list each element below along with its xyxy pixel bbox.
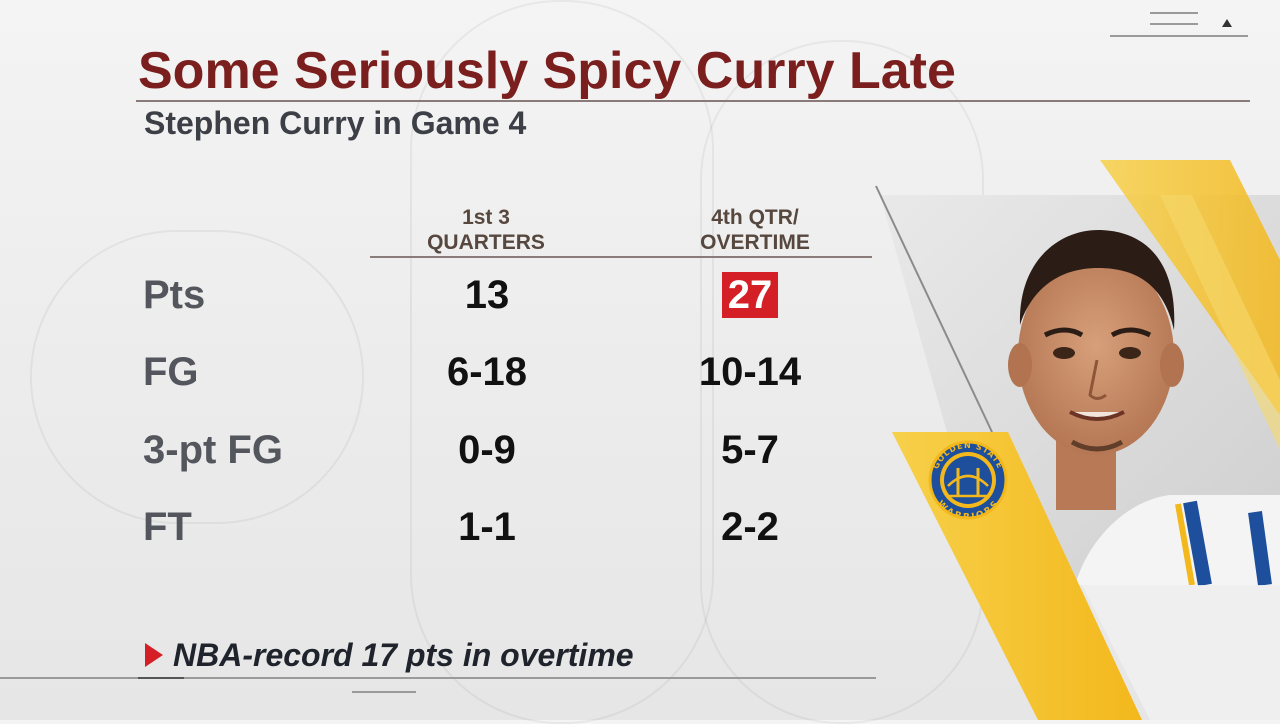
- triangle-up-icon: [1222, 19, 1232, 27]
- column-header-fourth-quarter-overtime: 4th QTR/ OVERTIME: [655, 205, 855, 255]
- stat-row-three-point-field-goals: 3-pt FG 0-9 5-7: [0, 425, 900, 475]
- top-right-rule: [1110, 35, 1248, 37]
- row-label: FT: [143, 505, 192, 549]
- first-three-quarters-value: 0-9: [458, 428, 516, 472]
- stat-row-field-goals: FG 6-18 10-14: [0, 347, 900, 397]
- player-eye-right: [1119, 347, 1141, 359]
- player-ear-left: [1008, 343, 1032, 387]
- column-header-line: 4th QTR/: [711, 206, 799, 229]
- column-header-line: 1st 3: [462, 206, 510, 229]
- player-face: [1018, 255, 1174, 455]
- jersey-trim-right: [1248, 511, 1272, 586]
- column-header-line: OVERTIME: [700, 231, 810, 254]
- page-subtitle: Stephen Curry in Game 4: [144, 105, 527, 141]
- late-value: 10-14: [698, 350, 802, 394]
- late-value: 5-7: [721, 428, 779, 472]
- stat-row-free-throws: FT 1-1 2-2: [0, 502, 900, 552]
- player-eyebrow-right: [1110, 327, 1152, 338]
- jersey-trim: [1183, 500, 1212, 587]
- panel-white-wedge: [1082, 585, 1280, 720]
- footnote-text: NBA-record 17 pts in overtime: [173, 637, 634, 673]
- player-eyebrow-left: [1043, 327, 1084, 338]
- player-nose: [1088, 359, 1107, 400]
- late-value: 27: [650, 270, 850, 320]
- menu-lines-icon-bottom: [1150, 23, 1198, 25]
- player-hair: [1019, 230, 1175, 330]
- header-divider: [370, 256, 872, 258]
- bottom-rule-short: [352, 691, 416, 693]
- title-divider: [136, 100, 1250, 102]
- first-three-quarters-value: 1-1: [458, 505, 516, 549]
- first-three-quarters-value: 13: [464, 273, 510, 317]
- column-header-first-three-quarters: 1st 3 QUARTERS: [386, 205, 586, 255]
- player-eye-left: [1053, 347, 1075, 359]
- column-header-line: QUARTERS: [427, 231, 545, 254]
- row-label: Pts: [143, 273, 206, 317]
- row-label: 3-pt FG: [143, 428, 283, 472]
- background-outline-left: [30, 230, 364, 524]
- panel-diagonal-line: [875, 185, 993, 433]
- bottom-rule-accent: [138, 677, 184, 679]
- row-label: FG: [143, 350, 199, 394]
- player-ear-right: [1160, 343, 1184, 387]
- late-value: 2-2: [721, 505, 779, 549]
- stat-row-points: Pts 13 27: [0, 270, 900, 320]
- player-panel: GOLDEN STATE WARRIORS: [875, 160, 1280, 720]
- player-mouth: [1069, 410, 1125, 421]
- bottom-rule: [0, 677, 876, 679]
- jersey-trim-gold: [1175, 503, 1195, 586]
- highlight-badge: 27: [721, 272, 779, 318]
- first-three-quarters-value: 6-18: [446, 350, 528, 394]
- player-beard: [1070, 439, 1124, 452]
- top-right-decoration: [1110, 10, 1250, 38]
- menu-lines-icon: [1150, 12, 1198, 14]
- yellow-stripe-right-inner: [1160, 195, 1280, 450]
- page-title: Some Seriously Spicy Curry Late: [138, 42, 956, 100]
- triangle-right-icon: [145, 643, 163, 667]
- player-jersey: [1075, 495, 1280, 585]
